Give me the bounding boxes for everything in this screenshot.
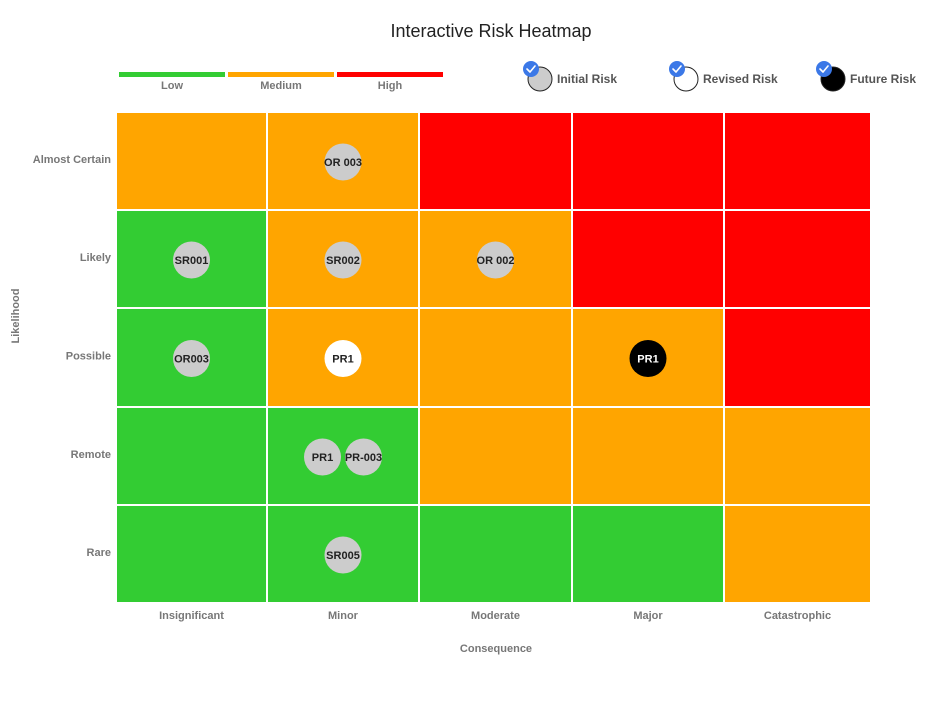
legend-toggle-initial[interactable]: Initial Risk bbox=[523, 61, 617, 92]
risk-marker-label: SR002 bbox=[326, 255, 360, 267]
y-axis-tick-labels: Almost Certain Likely Possible Remote Rare bbox=[33, 154, 112, 559]
x-axis-title: Consequence bbox=[460, 643, 532, 655]
risk-marker-circle bbox=[629, 340, 667, 377]
x-axis-tick-labels: Insignificant Minor Moderate Major Catastrop… bbox=[159, 610, 831, 622]
risk-marker-label: PR1 bbox=[312, 452, 333, 464]
risk-marker-circle bbox=[345, 438, 382, 476]
legend-toggle-future[interactable]: Future Risk bbox=[816, 61, 916, 92]
risk-marker-circle bbox=[324, 340, 362, 377]
checkmark-icon bbox=[526, 65, 536, 73]
x-tick-label-moderate: Moderate bbox=[471, 610, 520, 622]
legend-label-revised: Revised Risk bbox=[703, 72, 778, 86]
legend-label-low: Low bbox=[161, 80, 183, 92]
risk-marker-sr002[interactable]: SR002 bbox=[324, 241, 362, 279]
check-badge-icon bbox=[816, 61, 832, 77]
heatmap-cell-rare-catastrophic bbox=[723, 504, 872, 604]
risk-marker-or-002[interactable]: OR 002 bbox=[477, 241, 515, 279]
risk-marker-circle bbox=[304, 438, 341, 476]
risk-marker-circle bbox=[173, 340, 210, 377]
y-tick-label-remote: Remote bbox=[71, 449, 111, 461]
heatmap-cell-possible-catastrophic bbox=[723, 307, 872, 408]
heatmap-cell-rare-major bbox=[571, 504, 725, 604]
risk-marker-label: OR003 bbox=[174, 354, 209, 366]
risk-marker-label: SR001 bbox=[175, 255, 209, 267]
legend-bar-medium bbox=[228, 72, 334, 77]
risk-marker-pr-003[interactable]: PR-003 bbox=[345, 438, 382, 476]
risk-marker-label: SR005 bbox=[326, 550, 360, 562]
risk-marker-pr1[interactable]: PR1 bbox=[304, 438, 341, 476]
risk-marker-label: PR1 bbox=[332, 354, 353, 366]
heatmap-cell-rare-insignificant bbox=[115, 504, 268, 604]
heatmap-cell-remote-major bbox=[571, 406, 725, 506]
checkmark-icon bbox=[672, 65, 682, 73]
y-tick-label-possible: Possible bbox=[66, 350, 111, 362]
legend-toggle-revised[interactable]: Revised Risk bbox=[669, 61, 778, 92]
chart-title: Interactive Risk Heatmap bbox=[390, 21, 591, 41]
x-tick-label-major: Major bbox=[633, 610, 663, 622]
severity-legend: Low Medium High bbox=[119, 72, 443, 92]
risk-marker-circle bbox=[173, 241, 210, 279]
heatmap-cell-likely-major bbox=[571, 209, 725, 309]
x-tick-label-minor: Minor bbox=[328, 610, 359, 622]
checkmark-icon bbox=[819, 65, 829, 73]
y-tick-label-almost-certain: Almost Certain bbox=[33, 154, 112, 166]
heatmap-cell-remote-moderate bbox=[418, 406, 573, 506]
risk-marker-or003[interactable]: OR003 bbox=[173, 340, 210, 377]
heatmap-cell-possible-moderate bbox=[418, 307, 573, 408]
heatmap-cell-almost-certain-moderate bbox=[418, 111, 573, 211]
risk-markers: OR 003 SR001 SR002 OR 002 OR003 PR1 PR1 PR1 PR-0… bbox=[173, 143, 667, 574]
risk-marker-circle bbox=[324, 536, 362, 574]
risk-marker-circle bbox=[477, 241, 514, 279]
risk-marker-pr1[interactable]: PR1 bbox=[324, 340, 362, 377]
y-axis-title: Likelihood bbox=[10, 289, 22, 344]
risk-marker-label: OR 003 bbox=[324, 157, 362, 169]
risk-marker-label: PR1 bbox=[637, 354, 658, 366]
risk-marker-sr001[interactable]: SR001 bbox=[173, 241, 210, 279]
heatmap-cell-remote-catastrophic bbox=[723, 406, 872, 506]
legend-label-future: Future Risk bbox=[850, 72, 916, 86]
heatmap-cell-remote-minor bbox=[266, 406, 420, 506]
legend-label-high: High bbox=[378, 80, 403, 92]
heatmap-cell-likely-catastrophic bbox=[723, 209, 872, 309]
heatmap-cell-remote-insignificant bbox=[115, 406, 268, 506]
risk-marker-label: OR 002 bbox=[477, 255, 515, 267]
x-tick-label-insignificant: Insignificant bbox=[159, 610, 224, 622]
legend-label-initial: Initial Risk bbox=[557, 72, 617, 86]
y-tick-label-likely: Likely bbox=[80, 252, 112, 264]
heatmap-cell-almost-certain-catastrophic bbox=[723, 111, 872, 211]
check-badge-icon bbox=[669, 61, 685, 77]
heatmap-grid bbox=[115, 111, 872, 604]
x-tick-label-catastrophic: Catastrophic bbox=[764, 610, 831, 622]
risk-marker-pr1[interactable]: PR1 bbox=[629, 340, 667, 377]
heatmap-cell-almost-certain-major bbox=[571, 111, 725, 211]
legend-bar-low bbox=[119, 72, 225, 77]
risk-marker-sr005[interactable]: SR005 bbox=[324, 536, 362, 574]
risk-marker-circle bbox=[324, 143, 362, 181]
check-badge-icon bbox=[523, 61, 539, 77]
series-legend: Initial Risk Revised Risk Future Risk bbox=[523, 61, 916, 92]
heatmap-cell-rare-moderate bbox=[418, 504, 573, 604]
y-tick-label-rare: Rare bbox=[87, 547, 111, 559]
heatmap-cell-almost-certain-insignificant bbox=[115, 111, 268, 211]
legend-label-medium: Medium bbox=[260, 80, 302, 92]
risk-marker-or-003[interactable]: OR 003 bbox=[324, 143, 362, 181]
risk-marker-label: PR-003 bbox=[345, 452, 382, 464]
legend-bar-high bbox=[337, 72, 443, 77]
risk-marker-circle bbox=[324, 241, 362, 279]
